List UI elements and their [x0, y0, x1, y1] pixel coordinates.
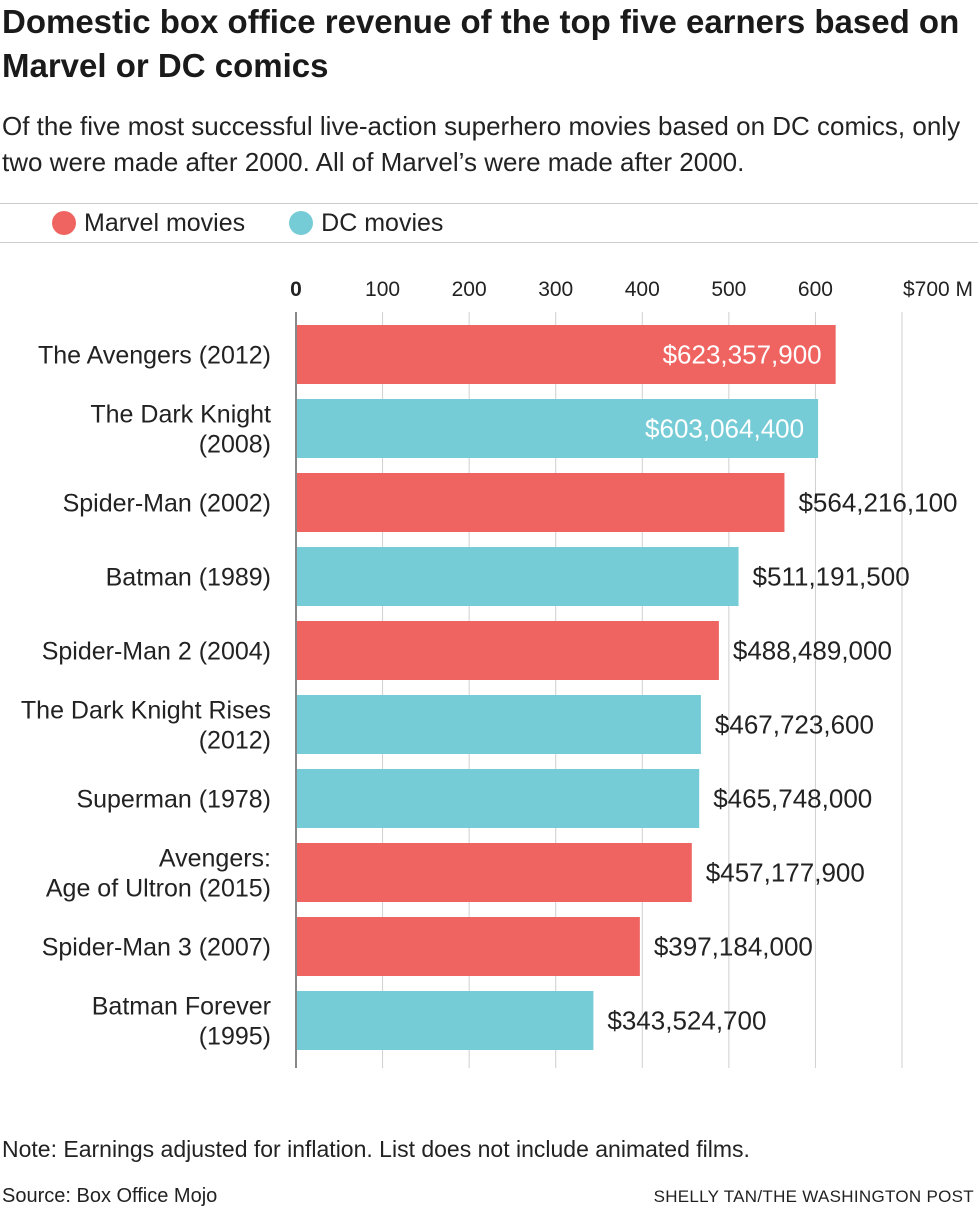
category-label-5-1: (2012)	[199, 727, 271, 755]
bar-6	[296, 769, 700, 828]
x-tick-label-5: 500	[711, 278, 746, 301]
bar-value-label-8: $397,184,000	[654, 932, 813, 962]
bar-3	[296, 547, 739, 606]
category-label-5-0: The Dark Knight Rises	[21, 697, 271, 725]
dc-swatch-icon	[289, 211, 314, 235]
category-label-7-0: Avengers:	[159, 845, 271, 873]
bar-1	[296, 399, 819, 458]
bar-chart: 0 100 200 300 400 500 600 $700 M $623,357,900 The…	[21, 278, 973, 1068]
bar-8	[296, 917, 640, 976]
legend-item-marvel: Marvel movies	[52, 209, 245, 238]
bar-value-label-4: $488,489,000	[733, 636, 892, 666]
category-label-9-0: Batman Forever	[92, 993, 271, 1021]
legend-label-dc: DC movies	[321, 208, 444, 237]
bar-5	[296, 695, 701, 754]
chart-title: Domestic box office revenue of the top f…	[2, 3, 960, 84]
credit-line: SHELLY TAN/THE WASHINGTON POST	[653, 1187, 974, 1206]
legend-label-marvel: Marvel movies	[84, 208, 246, 237]
category-label-0-0: The Avengers (2012)	[38, 342, 271, 370]
category-label-7-1: Age of Ultron (2015)	[46, 875, 271, 903]
bar-value-label-0: $623,357,900	[663, 340, 822, 370]
x-tick-label-3: 300	[538, 278, 573, 301]
bar-value-label-3: $511,191,500	[753, 562, 910, 592]
category-label-6-0: Superman (1978)	[76, 786, 271, 814]
legend: Marvel movies DC movies	[0, 203, 978, 243]
category-label-8-0: Spider-Man 3 (2007)	[42, 934, 271, 962]
x-tick-label-0: 0	[290, 278, 302, 301]
bar-0	[296, 325, 836, 384]
bar-value-label-9: $343,524,700	[607, 1006, 766, 1036]
x-tick-label-4: 400	[625, 278, 660, 301]
bar-value-label-5: $467,723,600	[715, 710, 874, 740]
bar-value-label-7: $457,177,900	[706, 858, 865, 888]
bar-value-label-1: $603,064,400	[645, 414, 804, 444]
category-label-2-0: Spider-Man (2002)	[63, 490, 271, 518]
chart-subtitle: Of the five most successful live-action …	[2, 111, 961, 177]
bar-value-label-2: $564,216,100	[798, 488, 957, 518]
legend-item-dc: DC movies	[289, 209, 443, 238]
marvel-swatch-icon	[52, 211, 76, 235]
x-tick-label-7: $700 M	[903, 278, 973, 301]
bar-7	[296, 843, 692, 902]
category-label-1-1: (2008)	[199, 431, 271, 459]
category-label-9-1: (1995)	[199, 1023, 271, 1051]
x-tick-label-1: 100	[365, 278, 400, 301]
x-tick-label-2: 200	[452, 278, 487, 301]
bar-2	[296, 473, 785, 532]
category-label-1-0: The Dark Knight	[90, 401, 271, 429]
footnote: Note: Earnings adjusted for inflation. L…	[2, 1136, 750, 1162]
category-label-4-0: Spider-Man 2 (2004)	[42, 638, 271, 666]
bar-4	[296, 621, 719, 680]
x-tick-label-6: 600	[798, 278, 833, 301]
category-label-3-0: Batman (1989)	[106, 564, 271, 592]
bar-value-label-6: $465,748,000	[713, 784, 872, 814]
source-line: Source: Box Office Mojo	[2, 1185, 218, 1207]
bar-9	[296, 991, 594, 1050]
